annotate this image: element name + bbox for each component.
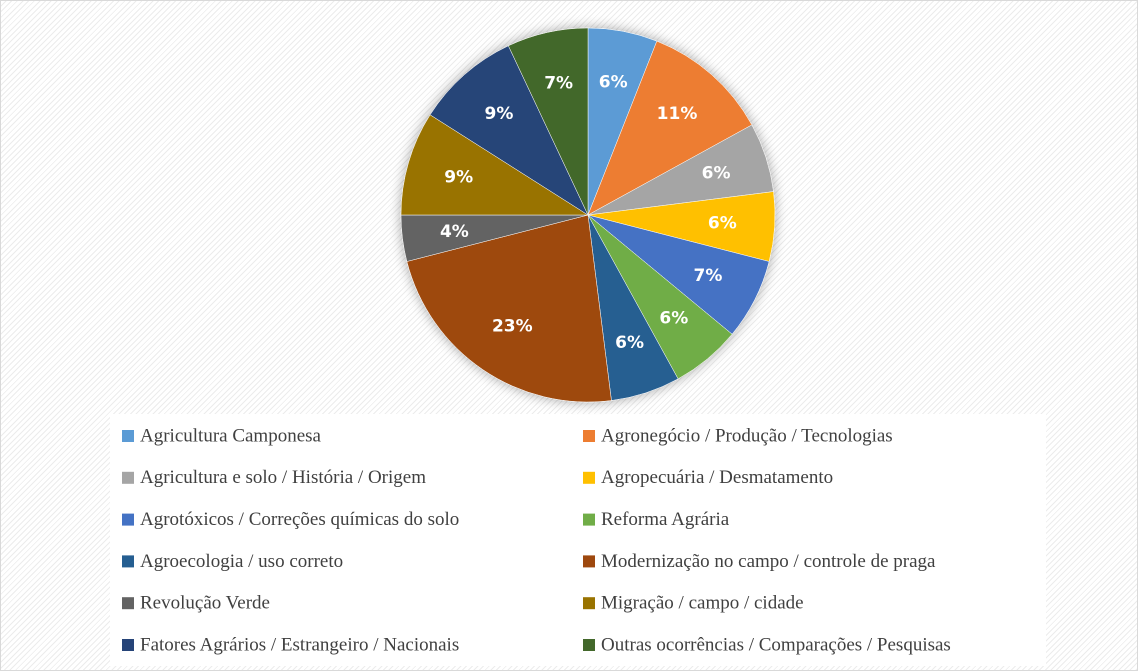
legend-swatch [122, 555, 134, 568]
legend-swatch [583, 597, 595, 610]
legend-label: Revolução Verde [140, 593, 270, 614]
legend-swatch [122, 513, 134, 526]
legend-label: Agricultura e solo / História / Origem [140, 467, 426, 488]
legend-box [110, 414, 1046, 666]
pie-slice [400, 114, 589, 216]
data-label: 9% [444, 167, 473, 187]
data-label: 7% [694, 266, 723, 286]
legend-swatch [583, 513, 595, 526]
legend-swatch [122, 597, 134, 610]
pie-slice [508, 27, 589, 216]
data-label: 23% [492, 316, 533, 336]
data-label: 6% [599, 73, 628, 93]
legend-label: Agroecologia / uso correto [140, 551, 343, 572]
legend-swatch [583, 430, 595, 442]
data-label: 6% [659, 309, 688, 329]
data-label: 6% [615, 333, 644, 353]
pie-slice [406, 214, 612, 403]
legend-label: Modernização no campo / controle de prag… [601, 551, 936, 572]
legend-label: Outras ocorrências / Comparações / Pesqu… [601, 634, 951, 655]
legend-swatch [122, 471, 134, 484]
data-label: 6% [708, 213, 737, 233]
data-label: 4% [440, 222, 469, 242]
legend-label: Agricultura Camponesa [140, 425, 322, 446]
data-label: 9% [485, 104, 514, 124]
data-label: 11% [657, 104, 698, 124]
pie [400, 27, 776, 403]
legend-swatch [583, 555, 595, 568]
data-label: 7% [544, 74, 573, 94]
legend-swatch [583, 639, 595, 651]
legend-swatch [583, 471, 595, 484]
legend-label: Reforma Agrária [601, 509, 730, 530]
legend-label: Agropecuária / Desmatamento [601, 467, 833, 488]
legend-swatch [122, 639, 134, 651]
legend-label: Fatores Agrários / Estrangeiro / Naciona… [140, 634, 459, 655]
pie-slice [587, 40, 753, 216]
legend-swatch [122, 430, 134, 442]
legend-label: Migração / campo / cidade [601, 593, 804, 614]
legend-label: Agrotóxicos / Correções químicas do solo [140, 509, 459, 530]
data-label: 6% [702, 163, 731, 183]
legend-label: Agronegócio / Produção / Tecnologias [601, 425, 893, 446]
pie-slice [429, 45, 589, 216]
